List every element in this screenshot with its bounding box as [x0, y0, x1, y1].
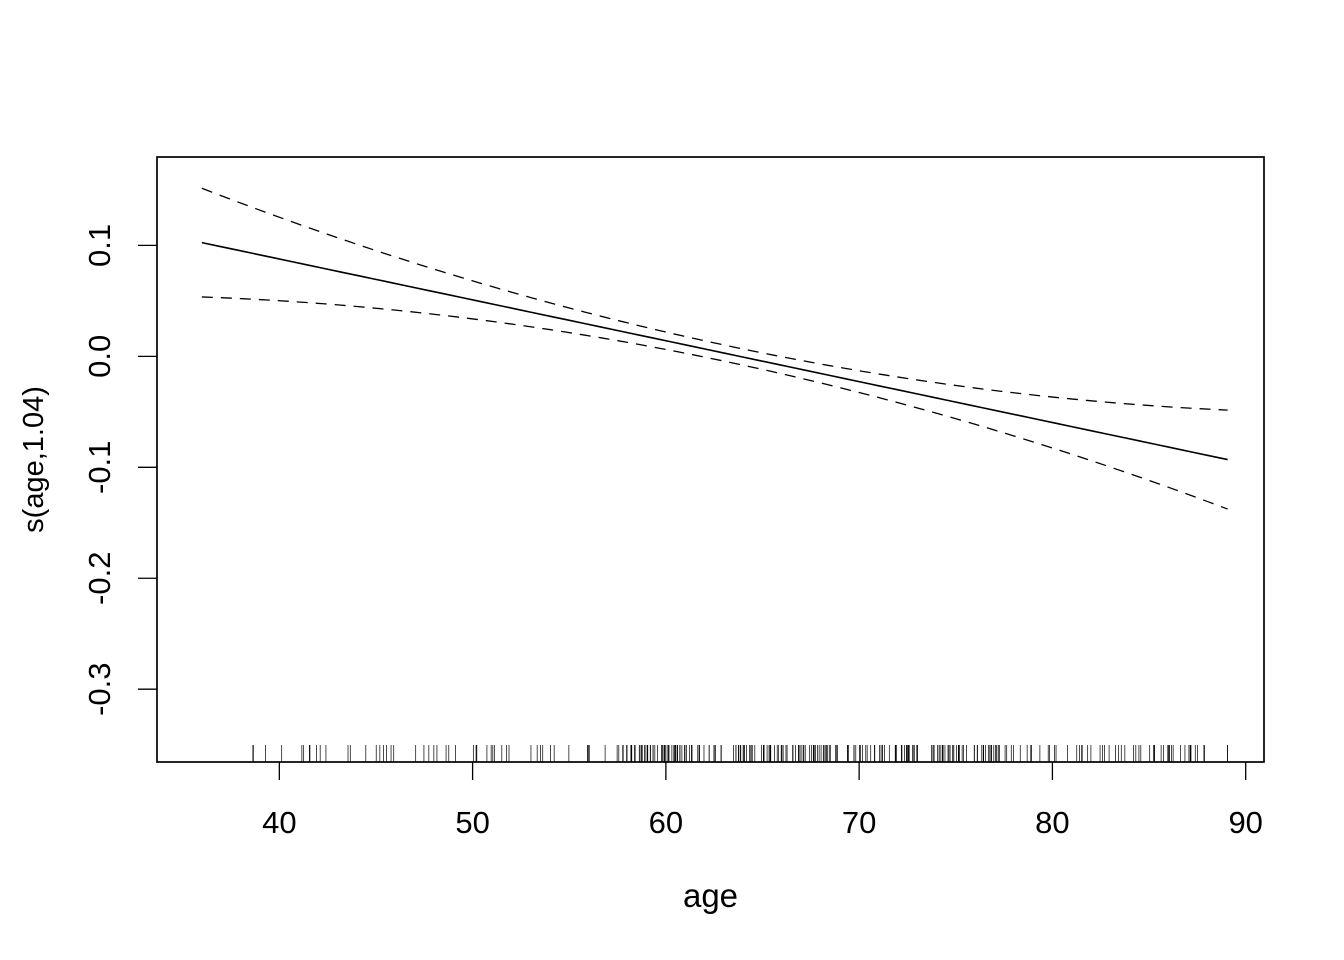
svg-text:60: 60	[649, 805, 683, 840]
svg-text:0.0: 0.0	[82, 335, 117, 378]
svg-text:-0.3: -0.3	[82, 662, 117, 715]
svg-text:90: 90	[1228, 805, 1262, 840]
svg-text:50: 50	[455, 805, 489, 840]
svg-text:80: 80	[1035, 805, 1069, 840]
svg-text:70: 70	[842, 805, 876, 840]
svg-text:0.1: 0.1	[82, 224, 117, 267]
svg-text:s(age,1.04): s(age,1.04)	[18, 386, 50, 533]
svg-text:-0.2: -0.2	[82, 552, 117, 605]
svg-text:-0.1: -0.1	[82, 441, 117, 494]
svg-text:40: 40	[262, 805, 296, 840]
svg-text:age: age	[683, 877, 738, 914]
